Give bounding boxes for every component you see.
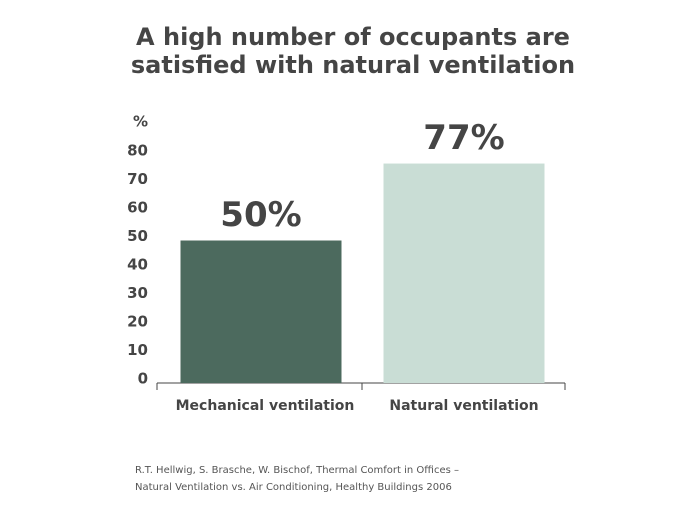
y-tick-label: 0 — [138, 370, 148, 388]
y-tick-label: 60 — [127, 199, 148, 217]
y-tick-label: 20 — [127, 313, 148, 331]
y-tick-label: 10 — [127, 341, 148, 359]
source: R.T. Hellwig, S. Brasche, W. Bischof, Th… — [135, 465, 459, 476]
y-tick-label: 80 — [127, 142, 148, 160]
y-tick-label: 30 — [127, 284, 148, 302]
x-tick-label: Natural ventilation — [389, 398, 538, 414]
x-tick-label: Mechanical ventilation — [176, 398, 355, 414]
value-label: 77% — [423, 118, 504, 158]
y-tick-label: 70 — [127, 170, 148, 188]
chart-title: satisfied with natural ventilation — [131, 51, 575, 79]
bar — [383, 163, 545, 383]
value-label: 50% — [220, 195, 301, 235]
y-tick-label: 50 — [127, 227, 148, 245]
bar — [180, 240, 342, 383]
y-tick-label: 40 — [127, 256, 148, 274]
chart-title: A high number of occupants are — [136, 23, 570, 51]
y-axis-label: % — [133, 113, 148, 131]
source: Natural Ventilation vs. Air Conditioning… — [135, 482, 452, 493]
